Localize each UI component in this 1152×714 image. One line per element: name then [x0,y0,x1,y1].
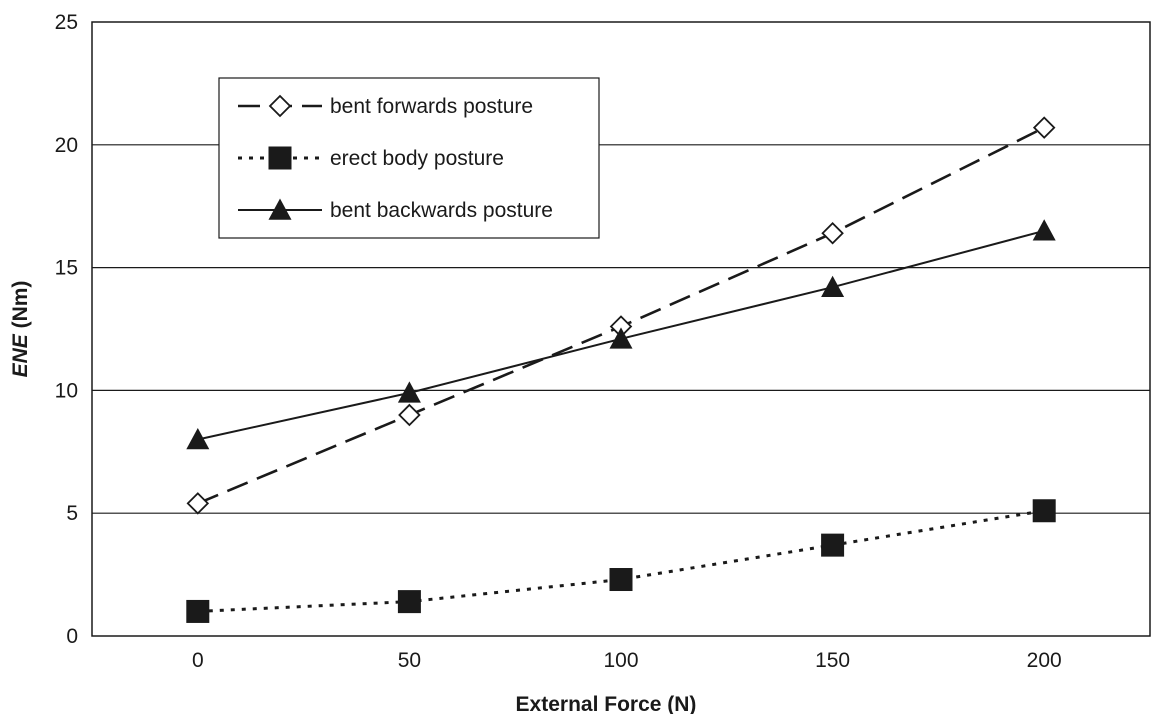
data-point-bent-forwards-posture [398,403,421,427]
data-point-erect-body-posture [1032,499,1056,523]
legend: bent forwards posture erect body posture b… [218,77,600,239]
y-tick-label: 20 [55,134,78,157]
data-point-bent-forwards-posture [186,492,210,515]
x-axis-title: External Force (N) [516,693,697,714]
y-tick-label: 5 [66,502,78,525]
data-point-bent-forwards-posture [1032,116,1056,139]
x-axis-ticks: 0 50 100 150 200 [192,649,1062,672]
legend-item-bent-forwards-posture: bent forwards posture [238,94,533,118]
legend-item-erect-body-posture: erect body posture [238,146,504,170]
legend-marker [268,146,292,170]
x-tick-label: 100 [603,649,638,672]
legend-label: erect body posture [330,147,504,170]
legend-marker [268,198,292,220]
data-point-erect-body-posture [186,599,210,623]
y-axis-ticks: 0 5 10 15 20 25 [55,11,78,648]
legend-marker [268,94,292,118]
data-point-bent-backwards-posture [186,428,210,450]
x-tick-label: 50 [398,649,421,672]
data-point-bent-forwards-posture [821,221,844,245]
y-axis-title: ENE (Nm) [9,281,32,378]
legend-label: bent forwards posture [330,95,533,118]
x-tick-label: 200 [1027,649,1062,672]
y-axis-title-italic: ENE [9,333,32,377]
data-point-bent-backwards-posture [397,381,421,403]
y-tick-label: 10 [55,379,78,402]
series-bent-backwards-posture [186,219,1056,450]
series-erect-body-posture [186,499,1056,623]
data-point-erect-body-posture [397,590,421,614]
y-tick-label: 25 [55,11,78,34]
plot-area-frame [91,21,1151,637]
legend-label: bent backwards posture [330,199,553,222]
data-point-bent-backwards-posture [1032,219,1056,241]
legend-item-bent-backwards-posture: bent backwards posture [238,198,553,222]
y-axis-title-unit: (Nm) [9,281,32,335]
x-tick-label: 150 [815,649,850,672]
series-line-erect-body-posture [197,509,1045,613]
y-tick-label: 0 [66,625,78,648]
series-bent-forwards-posture [186,116,1056,515]
x-tick-label: 0 [192,649,204,672]
data-point-erect-body-posture [821,533,845,557]
data-point-bent-backwards-posture [609,327,633,349]
y-tick-label: 15 [55,257,78,280]
data-point-bent-backwards-posture [821,275,845,298]
series-layer [186,116,1056,623]
data-point-erect-body-posture [609,568,633,592]
